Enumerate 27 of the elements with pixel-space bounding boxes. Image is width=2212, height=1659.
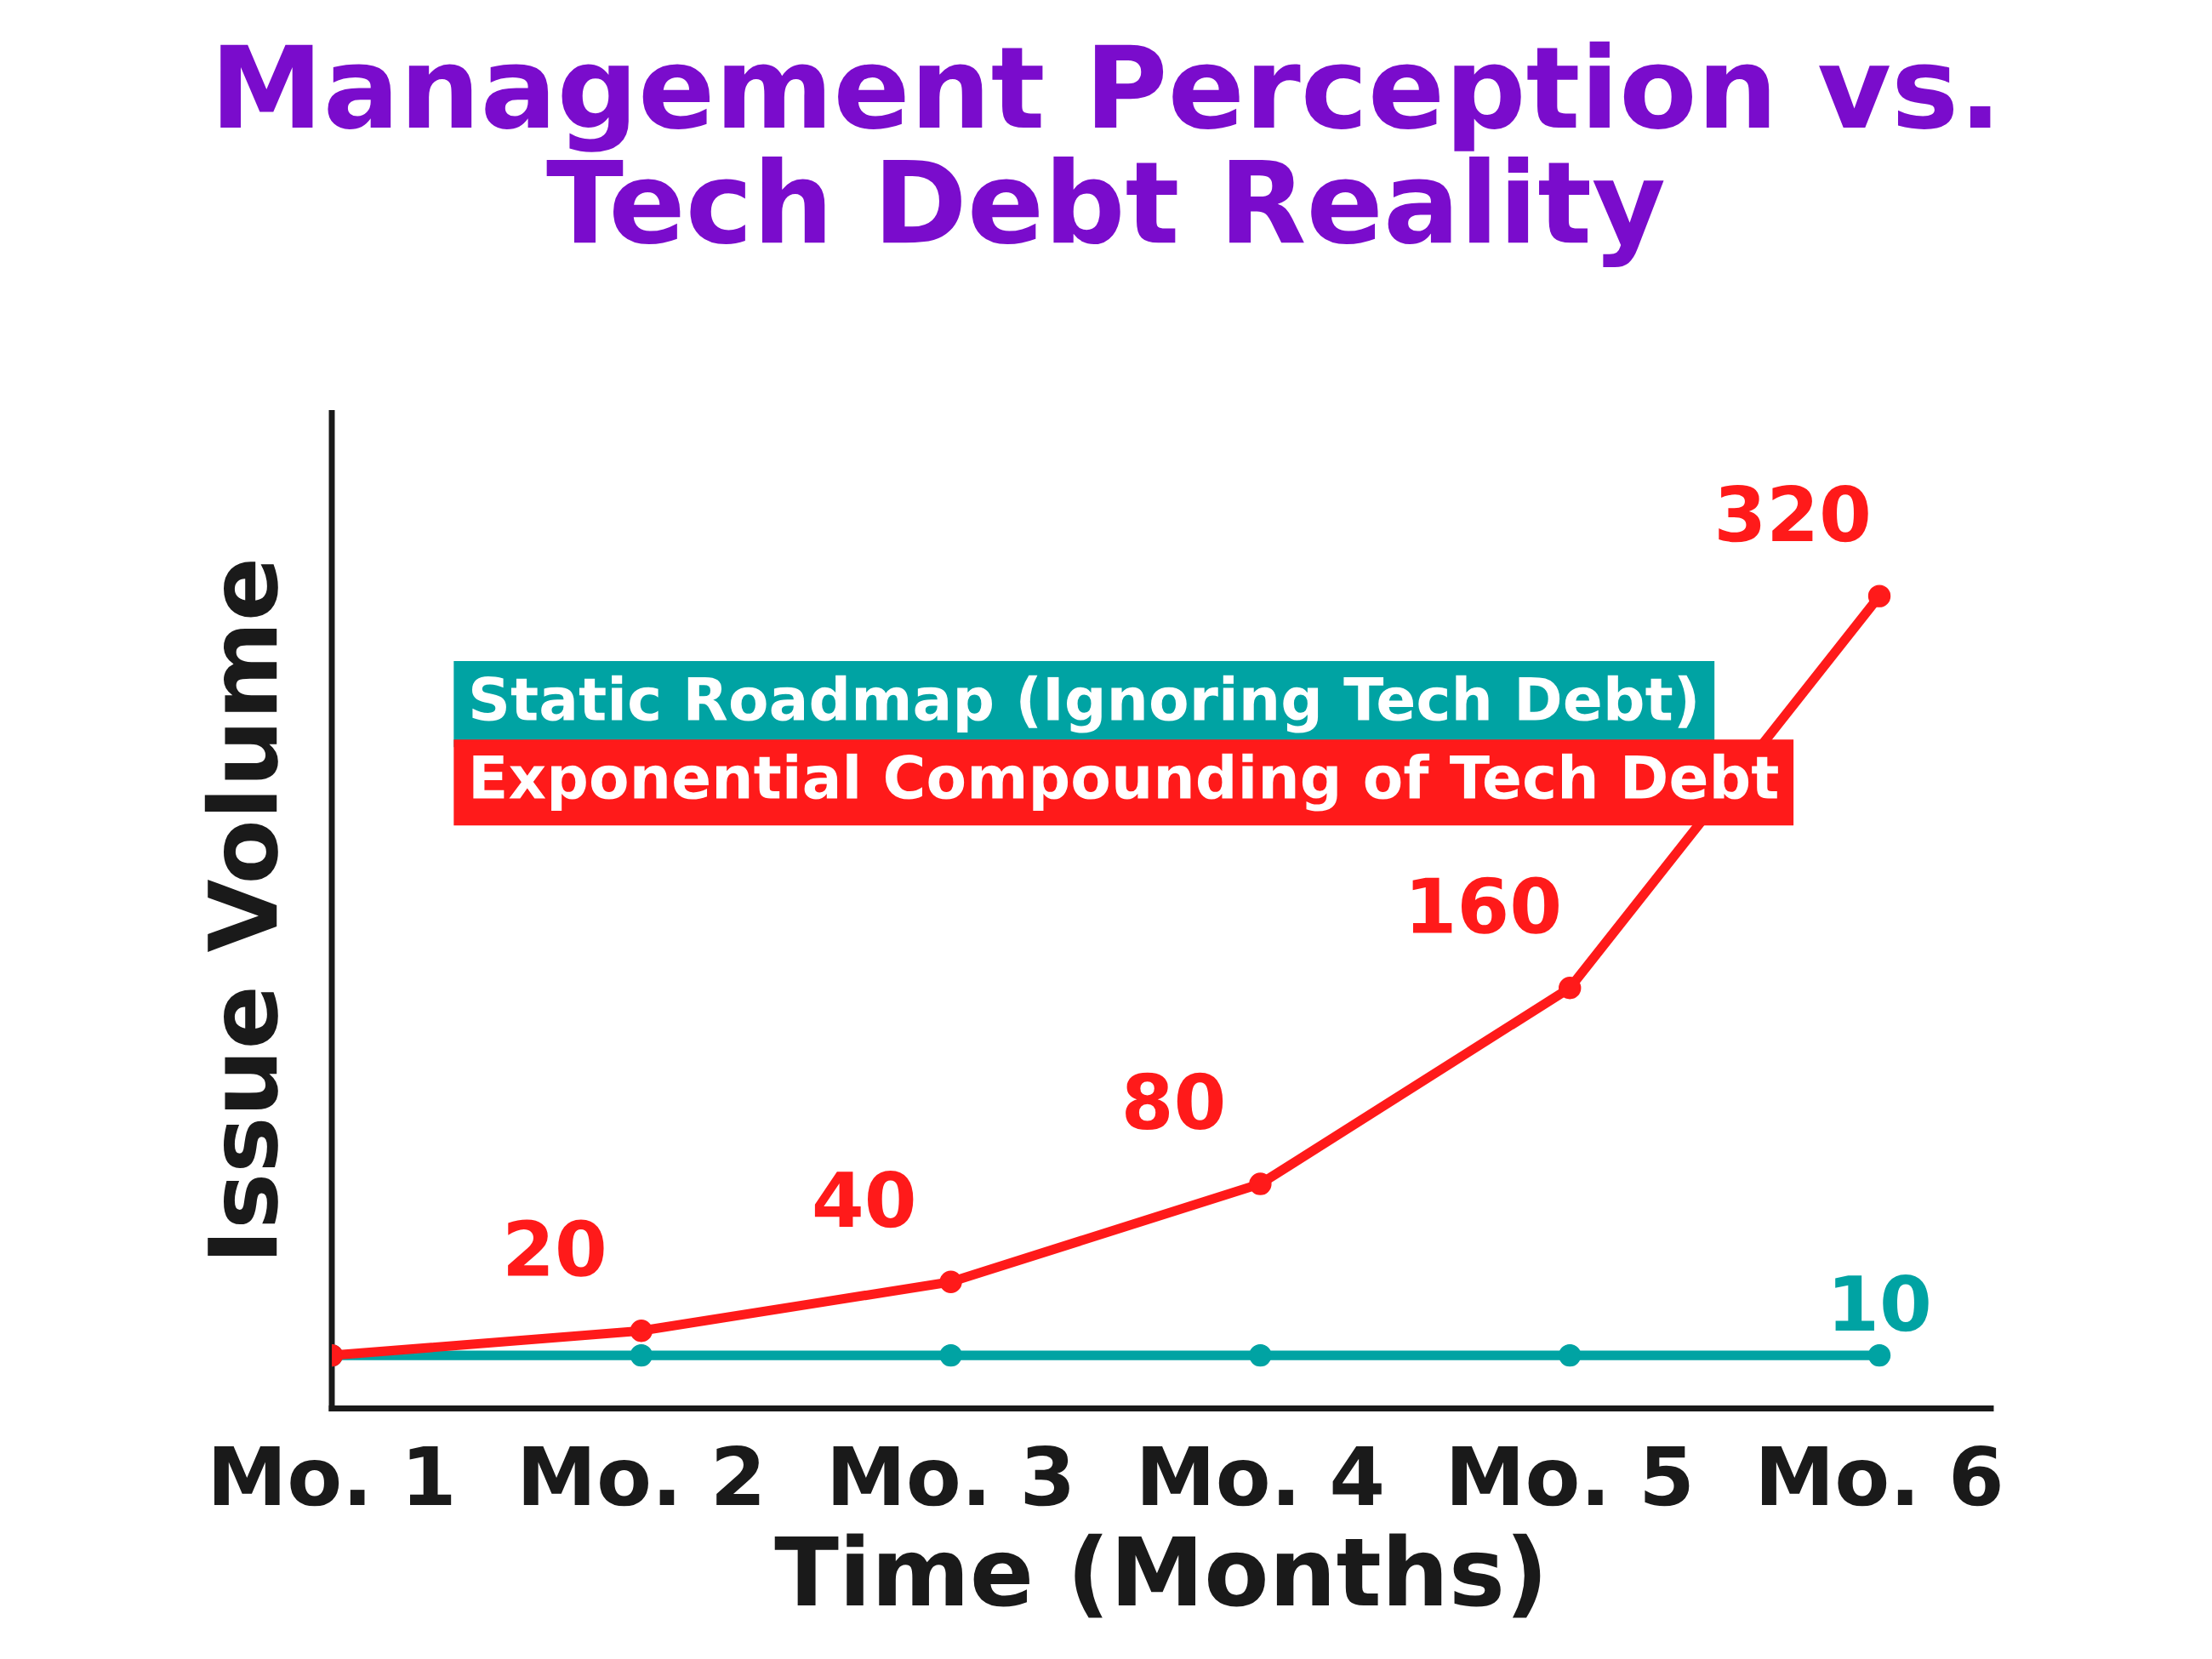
point: [1867, 584, 1891, 607]
x-tick-label: Mo. 1: [214, 1446, 452, 1507]
x-tick-label: Mo. 4: [1143, 1446, 1382, 1507]
x-tick-label: Mo. 5: [1452, 1446, 1690, 1507]
point: [1249, 1172, 1272, 1195]
point: [1249, 1343, 1272, 1367]
point: [1867, 1343, 1891, 1367]
series-label: Exponential Compounding of Tech Debt: [473, 753, 1778, 812]
data-label: 20: [508, 1219, 604, 1277]
x-tick-label: Mo. 2: [523, 1445, 760, 1507]
data-label: 40: [814, 1171, 914, 1229]
point: [939, 1270, 962, 1293]
y-axis-title: Issue Volume: [204, 562, 278, 1256]
point: [630, 1320, 653, 1343]
text: Static Roadmap (Ignoring Tech Debt): [471, 675, 1696, 733]
point: [1559, 1343, 1582, 1367]
point: [630, 1343, 653, 1367]
data-label: 160: [1412, 876, 1559, 934]
data-label: 10: [1835, 1274, 1929, 1332]
x-tick-label: Mo. 6: [1762, 1445, 2000, 1507]
x-axis-title: Time (Months): [774, 1533, 1541, 1618]
data-label: 320: [1719, 484, 1868, 543]
point: [1559, 977, 1582, 1000]
data-label: 80: [1126, 1072, 1223, 1131]
point: [939, 1343, 962, 1367]
chart-title: Management Perception vs. Tech Debt Reality: [220, 41, 1991, 267]
x-tick-label: Mo. 3: [833, 1445, 1069, 1507]
